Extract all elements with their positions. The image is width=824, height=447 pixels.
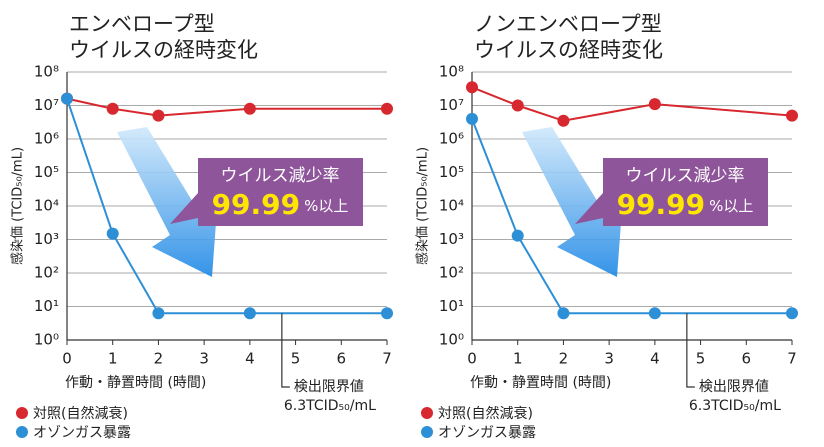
data-point: [243, 102, 256, 115]
x-tick-label: 2: [154, 350, 164, 368]
y-tick-label: 10²: [439, 264, 464, 282]
y-axis-label: 感染価 (TCID₅₀/mL): [10, 147, 26, 265]
data-point: [152, 109, 165, 122]
data-point: [243, 307, 256, 320]
detection-label: 検出限界値: [294, 379, 364, 395]
data-point: [106, 227, 119, 240]
y-tick-label: 10¹: [439, 297, 464, 315]
legend-label: 対照(自然減衰): [33, 405, 128, 422]
data-point: [466, 81, 478, 94]
x-tick-label: 5: [696, 350, 706, 368]
callout-suffix: %以上: [304, 197, 348, 215]
y-tick-label: 10⁰: [439, 331, 464, 349]
y-tick-label: 10⁵: [439, 163, 464, 181]
x-tick-label: 5: [291, 350, 301, 368]
y-tick-label: 10³: [34, 230, 59, 248]
x-axis-label: 作動・静置時間 (時間): [470, 375, 611, 391]
callout-rate: 99.99 %以上: [212, 188, 349, 221]
detection-leader: [281, 313, 290, 388]
data-point: [152, 307, 165, 320]
x-tick-label: 0: [467, 350, 477, 368]
data-point: [786, 109, 798, 122]
y-tick-label: 10¹: [34, 297, 59, 315]
callout-text: ウイルス減少率: [626, 166, 745, 186]
y-tick-label: 10⁴: [439, 197, 464, 215]
x-axis-label: 作動・静置時間 (時間): [65, 375, 206, 391]
x-tick-label: 0: [62, 350, 72, 368]
detection-label: 6.3TCID₅₀/mL: [284, 398, 376, 414]
legend-marker: [421, 426, 433, 438]
data-point: [511, 229, 524, 242]
x-tick-label: 1: [513, 350, 523, 368]
y-tick-label: 10⁸: [34, 63, 59, 81]
legend-label: 対照(自然減衰): [438, 405, 533, 422]
x-tick-label: 2: [559, 350, 569, 368]
y-tick-label: 10³: [439, 230, 464, 248]
data-point: [466, 112, 478, 125]
y-tick-label: 10⁶: [439, 130, 464, 148]
data-point: [648, 307, 661, 320]
callout-suffix: %以上: [709, 197, 753, 215]
x-tick-label: 7: [382, 350, 392, 368]
data-point: [511, 99, 524, 112]
x-tick-label: 3: [604, 350, 614, 368]
y-tick-label: 10⁰: [34, 331, 59, 349]
callout-rate: 99.99 %以上: [617, 188, 754, 221]
decorative-arrow: [117, 127, 217, 277]
detection-label: 検出限界値: [699, 379, 769, 395]
chart-title: ウイルスの経時変化: [474, 38, 663, 62]
y-tick-label: 10⁸: [439, 63, 464, 81]
data-point: [381, 102, 393, 115]
data-point: [786, 307, 798, 320]
legend-label: オゾンガス暴露: [33, 425, 131, 441]
x-tick-label: 4: [245, 350, 255, 368]
x-tick-label: 1: [108, 350, 118, 368]
data-point: [381, 307, 393, 320]
y-tick-label: 10⁶: [34, 130, 59, 148]
y-tick-label: 10²: [34, 264, 59, 282]
data-point: [106, 102, 119, 115]
chart-title: ウイルスの経時変化: [69, 38, 258, 62]
y-tick-label: 10⁷: [34, 96, 59, 114]
data-point: [557, 307, 570, 320]
x-tick-label: 6: [742, 350, 752, 368]
x-tick-label: 6: [337, 350, 347, 368]
detection-leader: [686, 313, 695, 388]
x-tick-label: 7: [787, 350, 797, 368]
y-tick-label: 10⁵: [34, 163, 59, 181]
legend-marker: [16, 407, 28, 419]
x-tick-label: 4: [650, 350, 660, 368]
chart-title: エンベロープ型: [69, 12, 215, 36]
data-point: [61, 92, 73, 105]
chart-title: ノンエンベロープ型: [474, 12, 662, 36]
data-point: [557, 114, 570, 127]
callout-box: [603, 158, 768, 226]
detection-label: 6.3TCID₅₀/mL: [689, 398, 781, 414]
callout-text: ウイルス減少率: [221, 166, 340, 186]
legend-marker: [421, 407, 433, 419]
callout-number: 99.99: [617, 188, 706, 221]
x-tick-label: 3: [199, 350, 209, 368]
callout-box: [198, 158, 363, 226]
y-axis-label: 感染価 (TCID₅₀/mL): [415, 147, 431, 265]
decorative-arrow: [522, 127, 622, 277]
legend-marker: [16, 426, 28, 438]
data-point: [648, 98, 661, 111]
callout-pointer: [170, 193, 198, 224]
callout-number: 99.99: [212, 188, 301, 221]
callout-pointer: [575, 193, 603, 224]
y-tick-label: 10⁷: [439, 96, 464, 114]
legend-label: オゾンガス暴露: [438, 425, 536, 441]
y-tick-label: 10⁴: [34, 197, 59, 215]
